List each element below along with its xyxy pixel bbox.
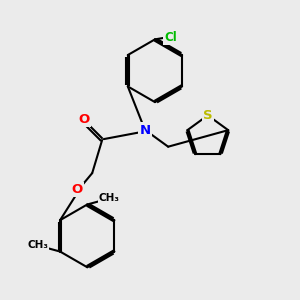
Text: CH₃: CH₃ bbox=[99, 193, 120, 203]
Text: Cl: Cl bbox=[164, 31, 177, 44]
Text: S: S bbox=[203, 109, 213, 122]
Text: N: N bbox=[140, 124, 151, 137]
Text: CH₃: CH₃ bbox=[28, 240, 49, 250]
Text: O: O bbox=[78, 113, 90, 126]
Text: O: O bbox=[72, 183, 83, 196]
